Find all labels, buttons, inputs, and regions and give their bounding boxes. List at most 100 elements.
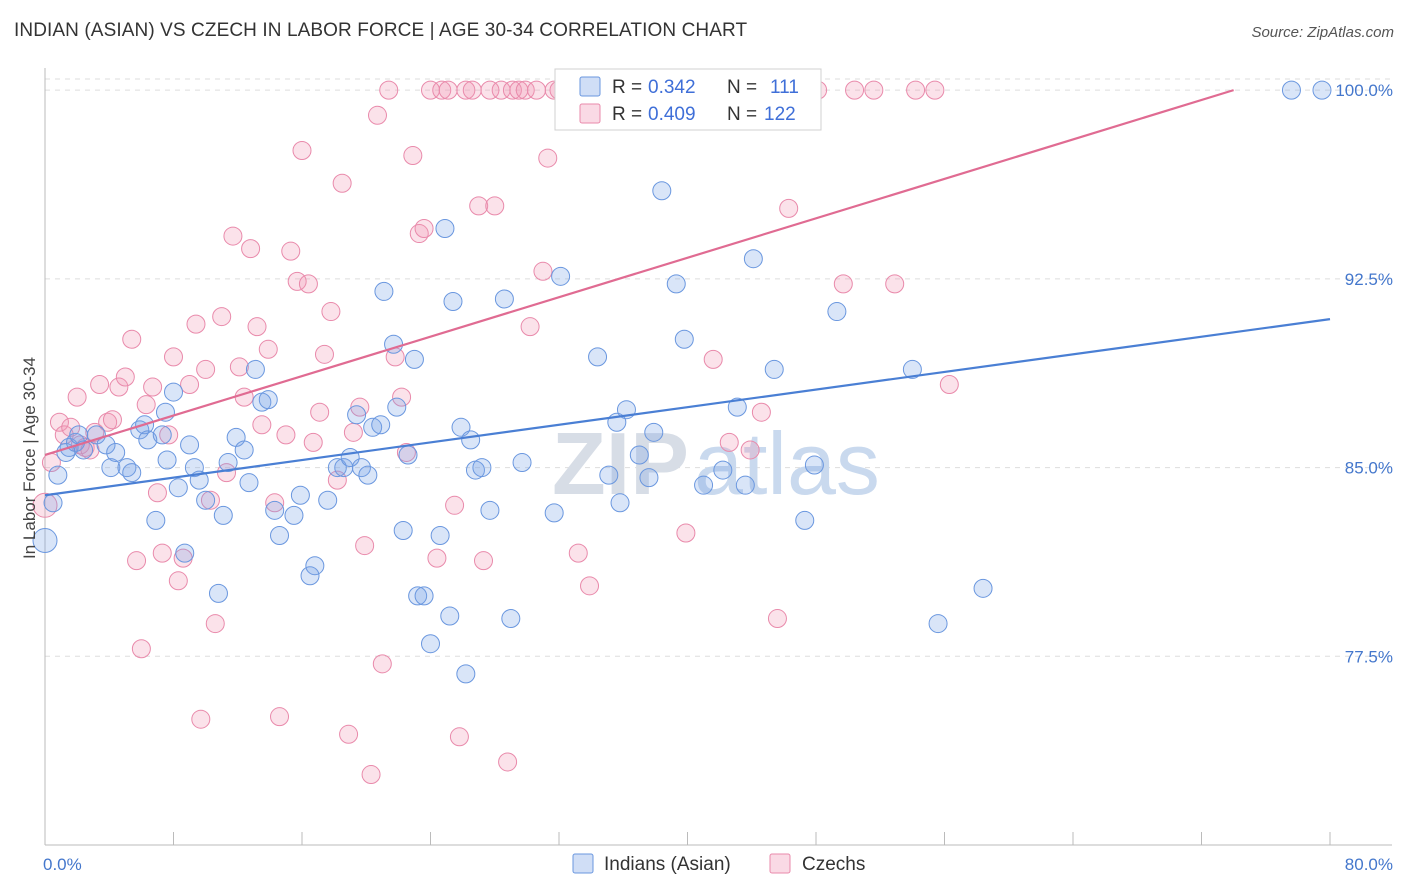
czech-point-113 — [767, 609, 787, 629]
czech-point-43 — [276, 425, 296, 445]
legend-n-label-1: N = — [727, 77, 757, 98]
czech-point-61 — [379, 80, 399, 100]
czech-point-70 — [432, 80, 452, 100]
legend-n-value-2: 122 — [764, 104, 796, 125]
indian-point-98 — [973, 578, 993, 598]
indian-point-17 — [146, 510, 166, 530]
czech-point-72 — [445, 495, 465, 515]
indian-point-60 — [421, 634, 440, 654]
czech-point-22 — [159, 425, 179, 445]
czech-point-21 — [152, 543, 172, 563]
czech-point-57 — [355, 536, 375, 556]
czech-point-27 — [186, 314, 206, 334]
indian-trend-line — [44, 318, 1331, 497]
czech-point-26 — [180, 375, 200, 395]
indian-point-77 — [599, 465, 619, 485]
indian-point-85 — [666, 274, 686, 294]
indian-point-71 — [494, 289, 514, 309]
czech-point-121 — [906, 80, 926, 100]
indian-point-87 — [694, 475, 714, 495]
indian-point-72 — [501, 609, 521, 629]
indian-point-83 — [644, 422, 664, 442]
indian-point-64 — [443, 291, 463, 311]
legend-swatch-pink — [579, 103, 601, 124]
czech-point-35 — [229, 357, 249, 377]
indian-point-47 — [347, 405, 367, 425]
source-credit: Source: ZipAtlas.com — [1251, 24, 1394, 41]
czech-point-108 — [676, 523, 696, 543]
czech-point-44 — [281, 241, 301, 261]
indian-point-2 — [48, 465, 68, 485]
czech-point-88 — [538, 148, 558, 168]
czech-point-65 — [403, 146, 423, 166]
czech-point-67 — [414, 219, 434, 239]
y-tick-label-1: 85.0% — [1345, 459, 1393, 478]
czech-point-77 — [474, 551, 494, 571]
watermark-atlas: atlas — [694, 414, 880, 513]
indian-point-28 — [208, 583, 228, 603]
indian-point-92 — [764, 359, 784, 379]
indian-point-16 — [138, 430, 158, 450]
czech-point-34 — [223, 226, 243, 246]
czech-point-30 — [200, 490, 220, 510]
indian-point-79 — [610, 493, 630, 513]
indian-point-70 — [480, 500, 500, 520]
czech-point-54 — [339, 724, 359, 744]
czech-point-79 — [485, 196, 505, 216]
indian-point-82 — [639, 468, 659, 488]
indian-point-49 — [358, 465, 378, 485]
indian-point-38 — [270, 526, 290, 546]
czech-point-32 — [212, 307, 232, 327]
indian-point-34 — [245, 359, 265, 379]
indian-point-39 — [284, 505, 304, 525]
czech-point-29 — [196, 359, 216, 379]
legend-r-label-1: R = — [612, 77, 642, 98]
indian-point-23 — [175, 543, 195, 563]
indian-point-58 — [408, 586, 428, 606]
bottom-legend-label-blue: Indians (Asian) — [604, 854, 731, 875]
y-axis-label: In Labor Force | Age 30-34 — [20, 357, 39, 559]
czech-point-14 — [115, 367, 135, 387]
indian-point-42 — [305, 556, 325, 576]
indian-point-84 — [652, 181, 672, 201]
czech-point-41 — [265, 493, 285, 513]
legend-r-label-2: R = — [612, 104, 642, 125]
indian-point-24 — [180, 435, 200, 455]
indian-point-90 — [735, 475, 755, 495]
x-tick-label-0: 0.0% — [43, 855, 82, 874]
indian-point-1 — [43, 493, 63, 513]
indian-point-61 — [430, 526, 450, 546]
czech-point-46 — [292, 141, 312, 161]
czech-point-69 — [427, 548, 447, 568]
indian-point-74 — [544, 503, 564, 523]
czech-point-114 — [779, 198, 799, 218]
czech-point-56 — [350, 397, 370, 417]
y-tick-labels: 77.5% 85.0% 92.5% 100.0% — [1335, 81, 1393, 666]
indian-point-10 — [101, 458, 121, 478]
indian-point-56 — [398, 445, 418, 465]
czech-point-93 — [568, 543, 588, 563]
czech-point-55 — [343, 422, 363, 442]
indian-point-27 — [196, 490, 216, 510]
czech-point-5 — [67, 387, 87, 407]
indian-point-100 — [1312, 80, 1332, 100]
watermark: ZIP atlas — [552, 414, 880, 513]
czech-point-10 — [90, 375, 110, 395]
bottom-legend-swatch-pink — [769, 853, 791, 874]
indian-point-86 — [674, 329, 694, 349]
bottom-legend: Indians (Asian) Czechs — [572, 853, 865, 875]
trend-lines — [44, 89, 1331, 497]
czech-point-40 — [258, 339, 278, 359]
indian-point-50 — [363, 417, 383, 437]
indian-point-43 — [318, 490, 338, 510]
bottom-legend-swatch-blue — [572, 853, 594, 874]
czech-point-18 — [136, 395, 156, 415]
czech-point-76 — [469, 196, 489, 216]
indian-point-54 — [387, 397, 407, 417]
indian-point-69 — [472, 458, 492, 478]
indian-point-11 — [106, 442, 126, 462]
indian-point-37 — [265, 500, 285, 520]
indian-point-67 — [461, 430, 481, 450]
indian-point-76 — [588, 347, 608, 367]
